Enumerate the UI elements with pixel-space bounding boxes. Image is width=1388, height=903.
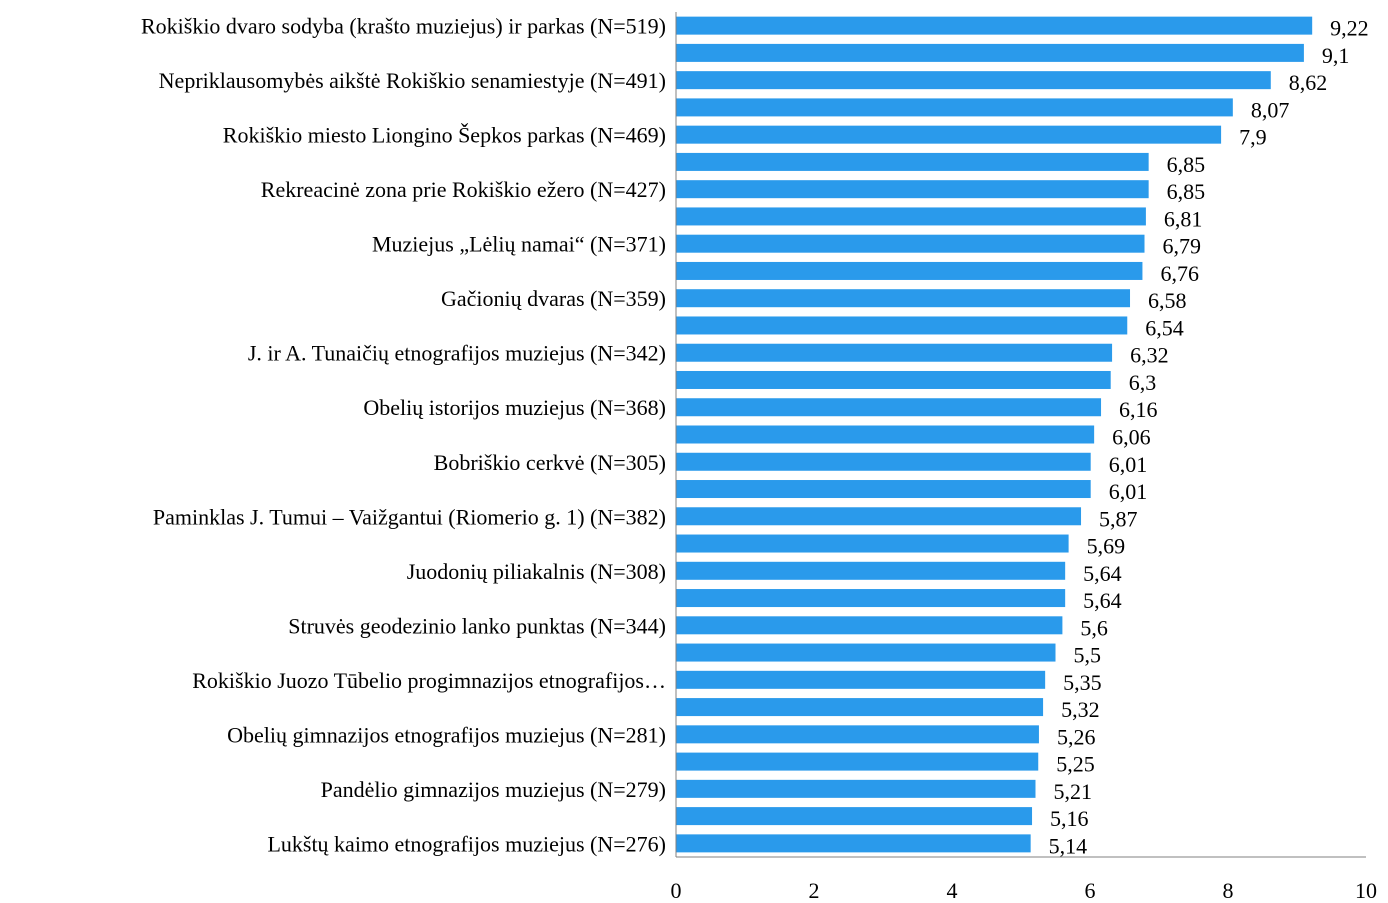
bar <box>676 698 1044 717</box>
bar <box>676 480 1091 499</box>
bar <box>676 207 1146 226</box>
x-tick-label: 0 <box>671 878 682 903</box>
bar <box>676 152 1149 171</box>
bar <box>676 779 1036 798</box>
category-label: Bobriškio cerkvė (N=305) <box>434 450 666 475</box>
data-label: 5,6 <box>1080 615 1108 640</box>
bar <box>676 180 1149 199</box>
value-labels-group: 9,229,18,628,077,96,856,856,816,796,766,… <box>1049 16 1369 859</box>
bar <box>676 398 1102 417</box>
x-tick-label: 2 <box>809 878 820 903</box>
bar <box>676 261 1143 280</box>
category-label: Rokiškio dvaro sodyba (krašto muziejus) … <box>141 14 666 39</box>
data-label: 8,07 <box>1251 97 1290 122</box>
bar <box>676 234 1145 253</box>
data-label: 5,35 <box>1063 670 1102 695</box>
bar <box>676 425 1095 444</box>
data-label: 6,01 <box>1109 479 1148 504</box>
data-label: 6,01 <box>1109 452 1148 477</box>
category-label: Gačionių dvaras (N=359) <box>441 286 666 311</box>
category-label: Paminklas J. Tumui – Vaižgantui (Riomeri… <box>153 504 666 529</box>
category-labels-group: Rokiškio dvaro sodyba (krašto muziejus) … <box>141 14 666 857</box>
data-label: 5,87 <box>1099 506 1138 531</box>
data-label: 5,21 <box>1053 779 1092 804</box>
x-tick-label: 4 <box>947 878 958 903</box>
bar <box>676 43 1304 62</box>
category-label: Rekreacinė zona prie Rokiškio ežero (N=4… <box>261 177 666 202</box>
bar <box>676 834 1031 853</box>
bar <box>676 752 1039 771</box>
category-label: Juodonių piliakalnis (N=308) <box>407 559 666 584</box>
bar <box>676 561 1066 580</box>
bar <box>676 343 1113 362</box>
x-tick-label: 8 <box>1223 878 1234 903</box>
data-label: 6,85 <box>1167 179 1206 204</box>
category-label: Nepriklausomybės aikštė Rokiškio senamie… <box>159 68 666 93</box>
x-tick-label: 6 <box>1085 878 1096 903</box>
bar <box>676 98 1233 117</box>
data-label: 9,1 <box>1322 43 1350 68</box>
category-label: Muziejus „Lėlių namai“ (N=371) <box>372 232 666 257</box>
bar <box>676 507 1082 526</box>
data-label: 5,32 <box>1061 697 1100 722</box>
data-label: 6,81 <box>1164 206 1203 231</box>
bar <box>676 71 1271 90</box>
data-label: 5,5 <box>1074 643 1102 668</box>
data-label: 5,16 <box>1050 806 1089 831</box>
data-label: 6,16 <box>1119 397 1158 422</box>
category-label: Obelių gimnazijos etnografijos muziejus … <box>227 722 666 747</box>
bars-group <box>676 16 1313 853</box>
category-label: J. ir A. Tunaičių etnografijos muziejus … <box>248 341 666 366</box>
category-label: Struvės geodezinio lanko punktas (N=344) <box>288 613 666 638</box>
category-label: Lukštų kaimo etnografijos muziejus (N=27… <box>267 831 666 856</box>
data-label: 5,64 <box>1083 588 1122 613</box>
bar <box>676 534 1069 553</box>
data-label: 6,58 <box>1148 288 1187 313</box>
bar <box>676 807 1033 826</box>
data-label: 6,54 <box>1145 315 1184 340</box>
bar <box>676 725 1039 744</box>
data-label: 5,26 <box>1057 724 1096 749</box>
data-label: 6,85 <box>1167 152 1206 177</box>
data-label: 5,25 <box>1056 752 1095 777</box>
data-label: 5,69 <box>1087 534 1126 559</box>
bar <box>676 16 1313 35</box>
category-label: Pandėlio gimnazijos muziejus (N=279) <box>321 777 666 802</box>
bar <box>676 670 1046 689</box>
data-label: 6,76 <box>1160 261 1199 286</box>
bar <box>676 643 1056 662</box>
data-label: 6,06 <box>1112 425 1151 450</box>
x-tick-label: 10 <box>1355 878 1377 903</box>
data-label: 5,14 <box>1049 833 1088 858</box>
data-label: 6,3 <box>1129 370 1157 395</box>
bar <box>676 316 1128 335</box>
bar <box>676 589 1066 608</box>
bar <box>676 289 1131 308</box>
bar <box>676 370 1111 389</box>
data-label: 9,22 <box>1330 16 1369 41</box>
bar <box>676 452 1091 471</box>
category-label: Rokiškio miesto Liongino Šepkos parkas (… <box>223 123 666 148</box>
category-label: Obelių istorijos muziejus (N=368) <box>363 395 666 420</box>
data-label: 7,9 <box>1239 125 1267 150</box>
bar <box>676 616 1063 635</box>
bar <box>676 125 1222 144</box>
data-label: 6,79 <box>1163 234 1202 259</box>
x-tick-labels-group: 0 2 4 6 8 10 <box>671 878 1378 903</box>
data-label: 8,62 <box>1289 70 1328 95</box>
axes-group <box>675 12 1366 858</box>
category-label: Rokiškio Juozo Tūbelio progimnazijos etn… <box>192 668 666 693</box>
data-label: 6,32 <box>1130 343 1169 368</box>
data-label: 5,64 <box>1083 561 1122 586</box>
